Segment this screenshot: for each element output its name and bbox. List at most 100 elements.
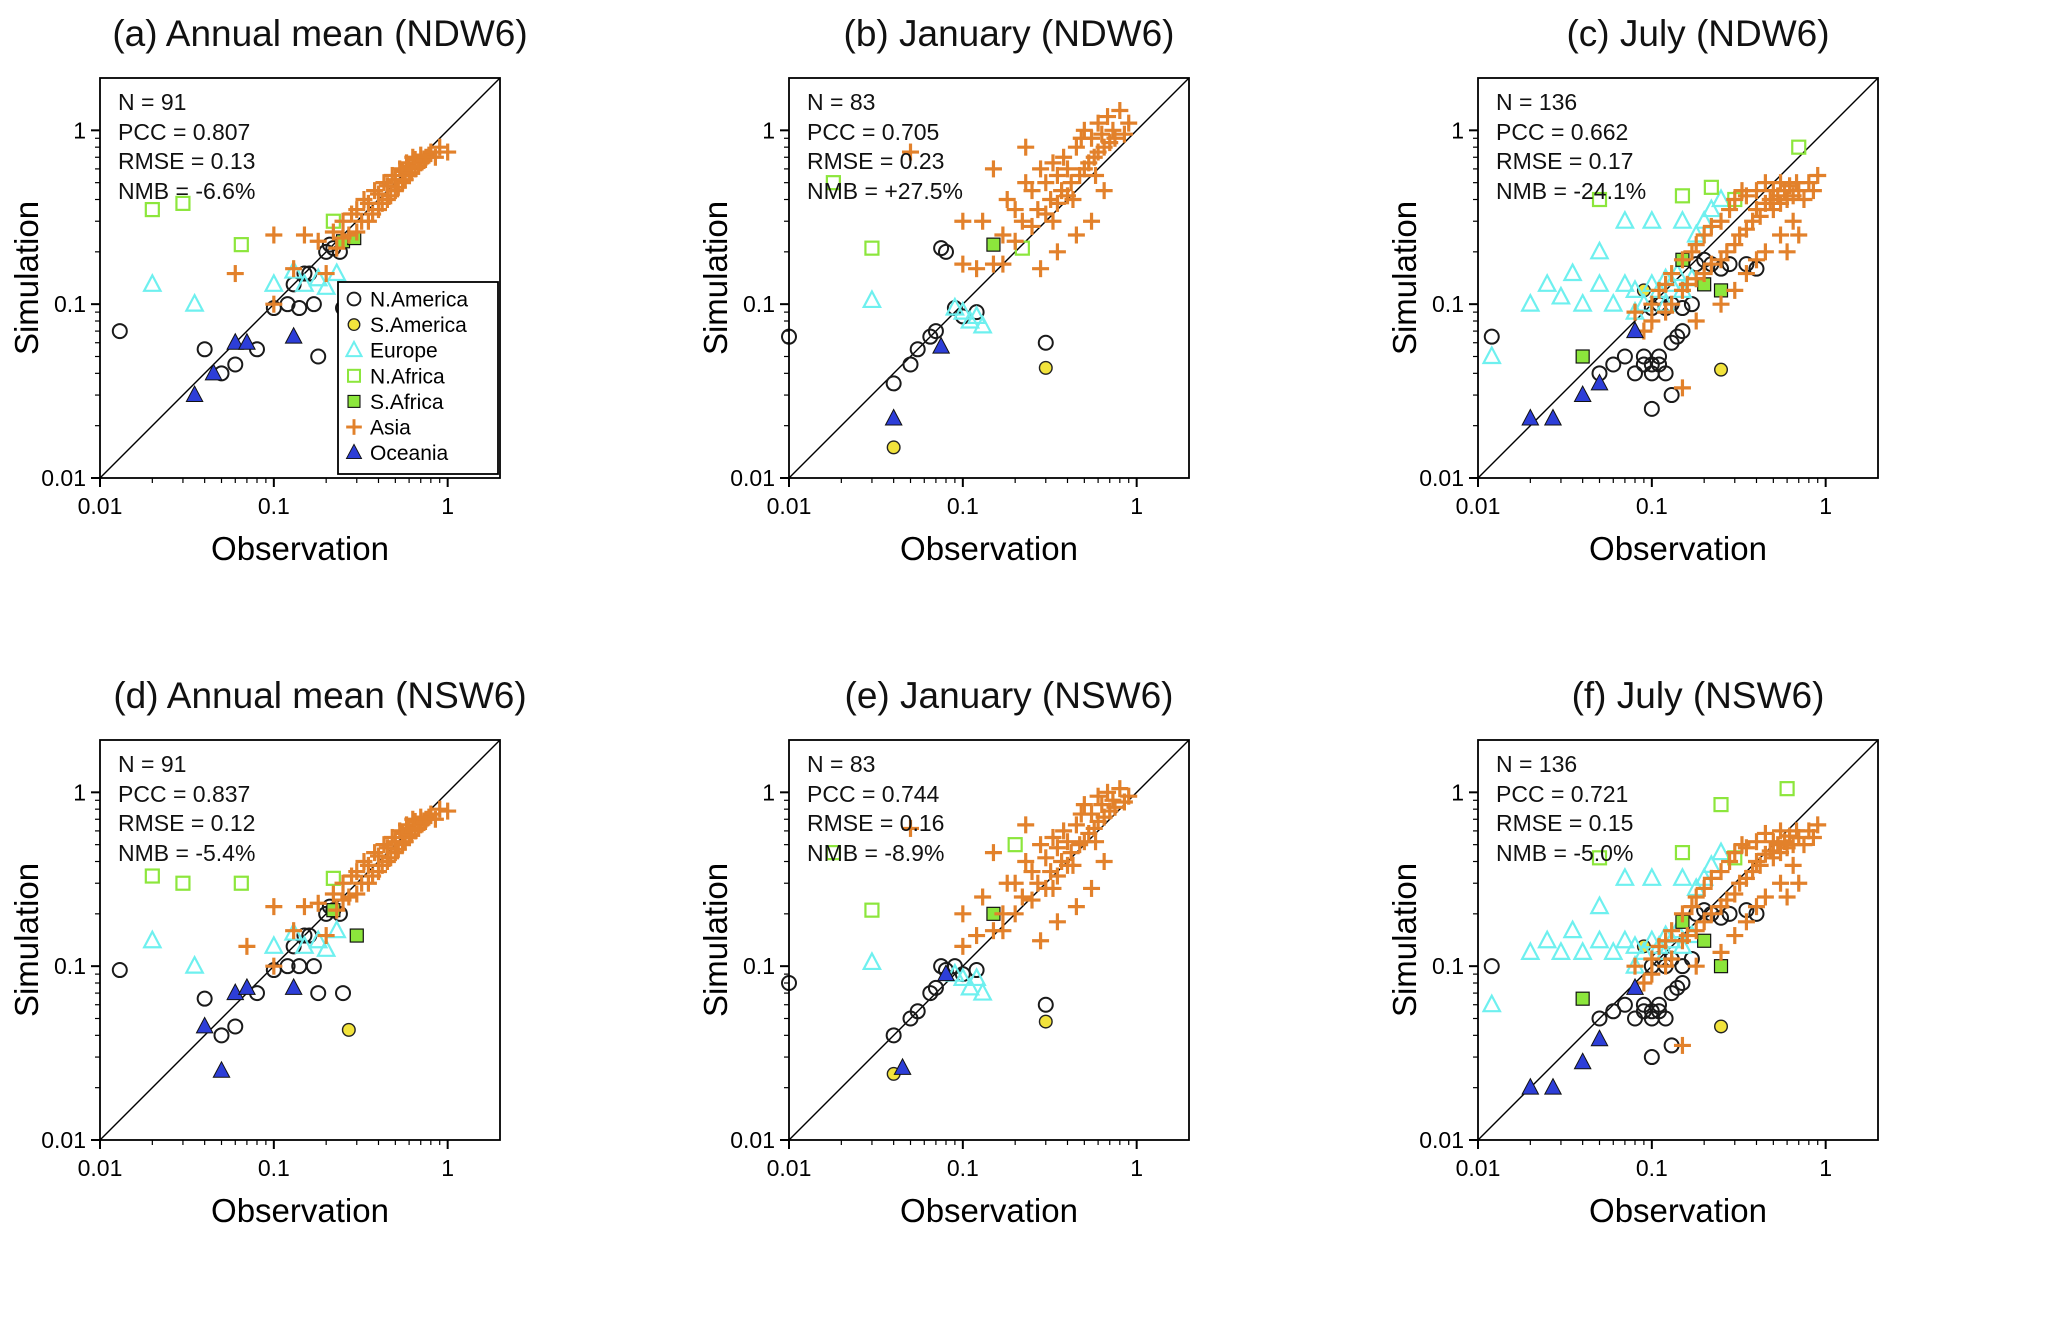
data-point xyxy=(1120,787,1138,805)
axis-box xyxy=(1477,739,1879,1141)
data-point xyxy=(1521,408,1540,426)
y-tick-label: 0.01 xyxy=(41,465,86,491)
panel-title: (d) Annual mean (NSW6) xyxy=(113,675,527,716)
data-point xyxy=(1048,194,1066,212)
series-namerica xyxy=(111,898,352,1044)
data-point xyxy=(1712,863,1730,881)
y-tick-label: 0.01 xyxy=(730,465,775,491)
data-point xyxy=(968,927,986,945)
data-point xyxy=(1726,281,1744,299)
square-open-legend-icon xyxy=(347,368,361,383)
data-point xyxy=(1032,836,1050,854)
data-point xyxy=(1037,174,1055,192)
data-point xyxy=(340,226,358,244)
data-point xyxy=(316,937,337,957)
data-point xyxy=(328,239,346,257)
data-point xyxy=(1543,1077,1563,1095)
series-asia xyxy=(1626,166,1827,397)
data-point xyxy=(1726,927,1744,945)
data-point xyxy=(1590,373,1609,391)
data-point xyxy=(1067,226,1085,244)
data-point xyxy=(1702,869,1720,887)
data-point xyxy=(1023,182,1041,200)
scatter-plot: 0.010.01 0.1 0.1 1 1 Observation Simulation N.A… xyxy=(8,77,501,567)
data-point xyxy=(233,875,249,891)
data-point xyxy=(1038,360,1053,375)
y-axis-label: Simulation xyxy=(697,201,734,355)
data-point xyxy=(1106,798,1124,816)
data-point xyxy=(922,985,939,1002)
data-point xyxy=(1048,839,1066,857)
data-point xyxy=(1013,212,1031,230)
x-axis-label: Observation xyxy=(900,1192,1078,1229)
series-oceania xyxy=(1521,977,1645,1095)
x-tick-label: 0.1 xyxy=(258,1155,290,1181)
data-point xyxy=(1590,1029,1609,1047)
stat-nmb: NMB = +27.5% xyxy=(807,177,963,204)
data-point xyxy=(1520,941,1541,960)
data-point xyxy=(184,954,205,974)
data-point xyxy=(1573,1052,1592,1070)
data-point xyxy=(960,309,981,329)
square-filled-legend-icon xyxy=(347,394,361,408)
data-point xyxy=(1055,822,1073,840)
data-point xyxy=(1537,273,1558,292)
x-tick-label: 0.01 xyxy=(78,1155,123,1181)
data-point xyxy=(927,979,944,996)
data-point xyxy=(1643,965,1661,983)
stat-rmse: RMSE = 0.17 xyxy=(1496,148,1634,174)
plot-area: 0.01 0.01 0.1 0.1 1 1 Observation Simulation N … xyxy=(1378,58,2067,658)
data-point xyxy=(1006,201,1024,219)
data-point xyxy=(1062,844,1080,862)
legend-item-label: Asia xyxy=(370,417,411,440)
series-oceania xyxy=(1521,321,1645,426)
stat-n: N = 83 xyxy=(807,89,876,115)
data-point xyxy=(1614,867,1635,886)
circle-open-legend-icon xyxy=(346,291,362,307)
data-point xyxy=(994,255,1012,273)
data-point xyxy=(1747,182,1765,200)
data-point xyxy=(1635,348,1652,365)
data-point xyxy=(1111,102,1129,120)
data-point xyxy=(1643,1049,1660,1066)
stat-pcc: PCC = 0.744 xyxy=(807,780,940,807)
panel-c: (c) July (NDW6) 0.01 0.01 0.1 0.1 1 1 Observat… xyxy=(1378,6,2067,668)
stat-nmb: NMB = -5.0% xyxy=(1496,839,1634,866)
data-point xyxy=(1651,996,1668,1013)
data-point xyxy=(952,967,973,987)
data-point xyxy=(1674,845,1691,861)
data-point xyxy=(1635,356,1652,373)
data-point xyxy=(902,143,920,161)
data-point xyxy=(195,1016,214,1034)
y-tick-label: 0.01 xyxy=(41,1127,86,1153)
stat-rmse: RMSE = 0.15 xyxy=(1496,810,1634,836)
plot-area: 0.01 0.01 0.1 0.1 1 1 Observation Simulation N … xyxy=(1378,720,2067,1320)
data-point xyxy=(1721,853,1739,871)
data-point xyxy=(893,1057,912,1075)
data-point xyxy=(265,898,283,916)
data-point xyxy=(1037,334,1054,351)
x-axis-label: Observation xyxy=(211,530,389,567)
data-point xyxy=(825,845,841,861)
one-to-one-line xyxy=(788,77,1190,479)
axis-box xyxy=(788,77,1190,479)
scatter-plot: 0.010.01 0.1 0.1 1 1 Observation Simulation xyxy=(1386,739,1879,1229)
data-point xyxy=(994,922,1012,940)
legend-item-label: S.America xyxy=(370,314,467,337)
data-point xyxy=(111,323,128,340)
data-point xyxy=(1543,408,1563,426)
data-point xyxy=(1784,856,1802,874)
stats-block: N = 91 PCC = 0.837 RMSE = 0.12 NMB = -5.… xyxy=(118,750,255,868)
data-point xyxy=(909,1003,926,1020)
data-point xyxy=(1673,251,1691,269)
data-point xyxy=(1714,362,1729,377)
data-point xyxy=(1703,179,1719,195)
data-point xyxy=(291,300,308,317)
data-point xyxy=(439,143,457,161)
data-point xyxy=(196,990,213,1007)
axis-box xyxy=(99,739,501,1141)
series-nafrica xyxy=(825,837,1023,918)
data-point xyxy=(1562,262,1583,282)
data-point xyxy=(1625,977,1645,995)
data-point xyxy=(1087,166,1105,184)
